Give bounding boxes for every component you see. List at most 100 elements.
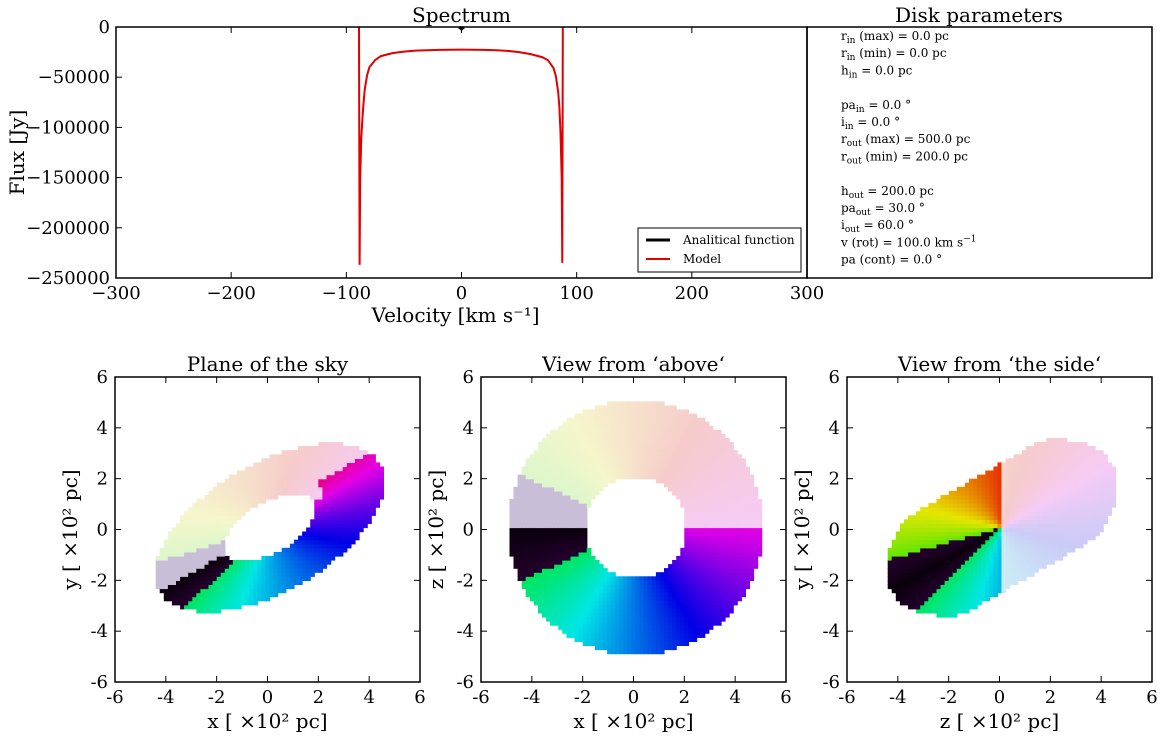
side-pixel — [977, 543, 982, 549]
sky-pixel — [167, 560, 173, 565]
above-pixel — [696, 519, 702, 524]
sky-pixel — [285, 576, 291, 581]
above-pixel — [729, 572, 734, 577]
side-pixel — [1021, 543, 1027, 549]
side-pixel — [977, 535, 982, 541]
sky-pixel — [184, 519, 189, 524]
above-pixel — [684, 560, 689, 565]
above-pixel — [688, 592, 694, 598]
sky-pixel — [200, 551, 206, 557]
side-pixel — [924, 555, 929, 561]
above-pixel — [700, 433, 706, 439]
sky-pixel — [289, 478, 295, 484]
above-pixel — [647, 633, 653, 638]
above-pixel — [558, 621, 563, 626]
above-pixel — [688, 535, 694, 541]
above-pixel — [546, 511, 551, 516]
side-pixel — [1021, 478, 1027, 484]
above-pixel — [562, 604, 567, 610]
above-pixel — [655, 616, 661, 622]
above-pixel — [725, 580, 730, 585]
above-pixel — [651, 641, 657, 646]
sky-pixel — [302, 470, 307, 476]
above-pixel — [659, 466, 665, 472]
above-pixel — [586, 417, 592, 423]
above-pixel — [749, 523, 755, 529]
sky-pixel — [204, 547, 210, 553]
above-pixel — [700, 503, 706, 508]
above-pixel — [684, 511, 689, 516]
above-pixel — [611, 470, 616, 476]
side-pixel — [973, 568, 978, 573]
above-pixel — [542, 494, 547, 500]
sky-pixel — [277, 555, 283, 561]
sky-pixel — [273, 592, 279, 598]
above-pixel — [684, 535, 689, 541]
side-pixel — [964, 580, 970, 585]
above-pixel — [680, 596, 685, 602]
sky-pixel — [285, 450, 291, 455]
above-pixel — [550, 503, 555, 508]
above-pixel — [603, 478, 608, 484]
sky-pixel — [241, 592, 246, 598]
above-pixel — [729, 531, 734, 537]
sky-pixel — [289, 568, 295, 573]
side-pixel — [891, 547, 897, 553]
above-pixel — [676, 592, 681, 598]
above-pixel — [615, 470, 620, 476]
sky-pixel — [200, 535, 206, 541]
side-pixel — [920, 576, 925, 581]
sky-pixel — [253, 462, 258, 468]
sky-pixel — [363, 494, 368, 500]
side-pixel — [932, 519, 938, 524]
above-pixel — [643, 446, 649, 451]
above-pixel — [631, 454, 637, 459]
above-pixel — [635, 433, 641, 439]
above-pixel — [598, 421, 604, 427]
side-pixel — [940, 535, 946, 541]
disk-parameter-row: rout (max) = 500.0 pc — [841, 132, 971, 149]
above-pixel — [672, 478, 677, 484]
side-pixel — [920, 547, 925, 553]
side-pixel — [932, 531, 938, 537]
sky-pixel — [196, 543, 201, 549]
above-pixel — [566, 568, 572, 573]
sky-pixel — [342, 478, 348, 484]
side-pixel — [924, 535, 929, 541]
above-pixel — [676, 409, 681, 415]
sky-pixel — [265, 572, 271, 577]
above-pixel — [529, 551, 535, 557]
sky-pixel — [350, 462, 356, 468]
above-pixel — [635, 588, 641, 594]
sky-pixel — [322, 551, 328, 557]
above-pixel — [639, 458, 645, 463]
above-pixel — [688, 503, 694, 508]
above-pixel — [737, 572, 742, 577]
above-pixel — [611, 596, 616, 602]
above-pixel — [696, 551, 702, 557]
above-pixel — [664, 616, 669, 622]
sky-pixel — [334, 515, 340, 520]
above-pixel — [655, 450, 661, 455]
above-pixel — [562, 543, 567, 549]
above-pixel — [712, 592, 718, 598]
above-pixel — [680, 413, 685, 419]
above-pixel — [668, 592, 673, 598]
above-pixel — [753, 551, 759, 557]
above-pixel — [737, 543, 742, 549]
above-pixel — [570, 543, 576, 549]
above-pixel — [578, 616, 584, 622]
above-pixel — [692, 547, 698, 553]
sky-pixel — [232, 604, 238, 610]
above-pixel — [745, 499, 750, 504]
above-pixel — [611, 572, 616, 577]
above-pixel — [607, 608, 612, 614]
above-pixel — [574, 494, 580, 500]
above-pixel — [529, 503, 535, 508]
above-pixel — [574, 442, 580, 447]
above-pixel — [704, 616, 710, 622]
above-pixel — [598, 580, 604, 585]
above-pixel — [529, 539, 535, 545]
above-pixel — [537, 588, 543, 594]
above-pixel — [627, 604, 633, 610]
